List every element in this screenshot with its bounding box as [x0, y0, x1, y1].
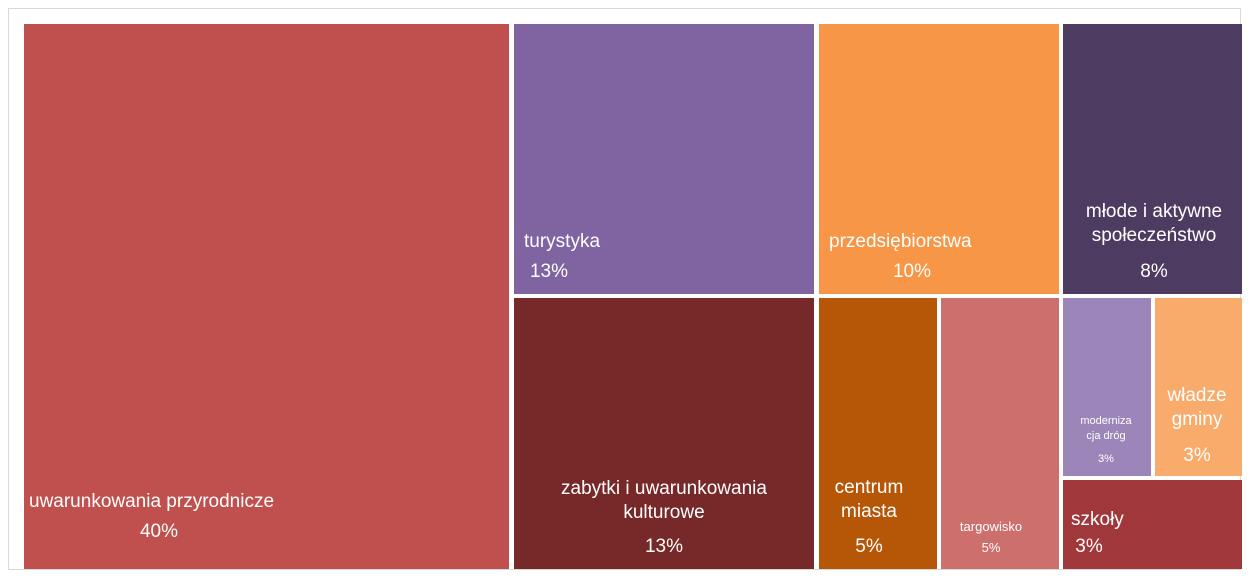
treemap-tile-label: gminy [1172, 409, 1223, 430]
treemap-tile-value-label: 5% [982, 540, 1001, 555]
treemap-tile-label: cja dróg [1086, 430, 1125, 442]
treemap-tile-rect [514, 298, 814, 569]
treemap-tile-value-label: 13% [530, 261, 568, 282]
treemap-tile-value-label: 3% [1075, 536, 1103, 557]
treemap-tile-label: uwarunkowania przyrodnicze [29, 491, 274, 512]
treemap-tile-label: kulturowe [623, 502, 704, 523]
treemap-tile-rect [24, 24, 509, 569]
treemap-tile-10: szkoły 3% [1063, 480, 1242, 569]
treemap-tile-value-label: 8% [1140, 261, 1168, 282]
treemap-tile-label: moderniza [1080, 415, 1132, 427]
treemap-tile-label: młode i aktywne [1086, 201, 1222, 222]
treemap-tile-rect [819, 298, 937, 569]
treemap-tile-label: zabytki i uwarunkowania [561, 478, 767, 499]
treemap-tile-label: władze [1166, 385, 1226, 406]
treemap-tile-rect [1063, 298, 1151, 476]
treemap-chart-frame: uwarunkowania przyrodnicze 40% turystyka 13… [8, 8, 1242, 570]
treemap-tile-value-label: 3% [1098, 453, 1114, 465]
treemap-tile-rect [1155, 298, 1242, 476]
treemap-tile-4: przedsiębiorstwa 10% [819, 24, 1059, 294]
treemap-tile-5: młode i aktywne społeczeństwo 8% [1063, 24, 1242, 294]
treemap-tile-rect [941, 298, 1059, 569]
treemap-tile-value-label: 3% [1183, 445, 1211, 466]
treemap-tile-3: zabytki i uwarunkowania kulturowe 13% [514, 298, 814, 569]
treemap-tile-rect [819, 24, 1059, 294]
treemap-tile-8: moderniza cja dróg 3% [1063, 298, 1151, 476]
treemap-tile-1: uwarunkowania przyrodnicze 40% [24, 24, 509, 569]
treemap-tile-rect [1063, 24, 1242, 294]
treemap-tile-9: władze gminy 3% [1155, 298, 1242, 476]
treemap-chart: uwarunkowania przyrodnicze 40% turystyka 13… [24, 24, 1242, 569]
treemap-tile-value-label: 10% [893, 261, 931, 282]
treemap-tile-label: społeczeństwo [1092, 225, 1217, 246]
treemap-tile-rect [514, 24, 814, 294]
treemap-tile-7: targowisko 5% [941, 298, 1059, 569]
treemap-tile-label: szkoły [1071, 509, 1124, 530]
treemap-tile-label: przedsiębiorstwa [829, 231, 972, 252]
treemap-tile-label: miasta [841, 501, 897, 522]
treemap-tile-rect [1063, 480, 1242, 569]
treemap-tile-label: turystyka [524, 231, 600, 252]
treemap-tile-label: centrum [835, 477, 904, 498]
treemap-tile-value-label: 40% [140, 521, 178, 542]
treemap-tile-value-label: 13% [645, 536, 683, 557]
treemap-tile-2: turystyka 13% [514, 24, 814, 294]
treemap-tile-value-label: 5% [855, 536, 883, 557]
treemap-tile-label: targowisko [960, 519, 1022, 534]
treemap-tile-6: centrum miasta 5% [819, 298, 937, 569]
